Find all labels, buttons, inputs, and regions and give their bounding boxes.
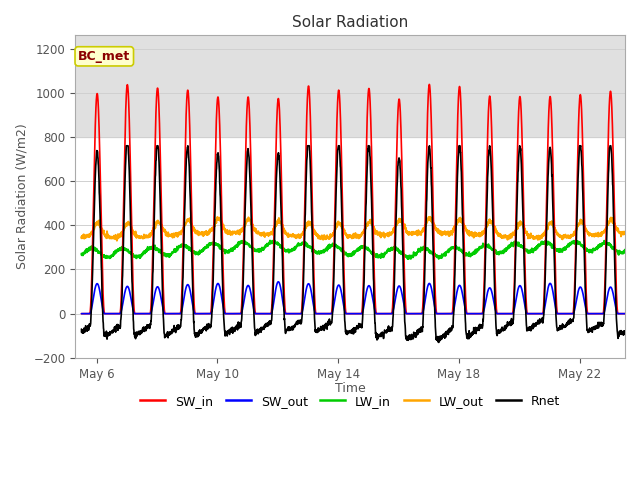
Y-axis label: Solar Radiation (W/m2): Solar Radiation (W/m2) xyxy=(15,124,28,269)
X-axis label: Time: Time xyxy=(335,382,365,395)
Bar xyxy=(76,36,625,137)
Title: Solar Radiation: Solar Radiation xyxy=(292,15,408,30)
Text: BC_met: BC_met xyxy=(78,50,131,63)
Legend: SW_in, SW_out, LW_in, LW_out, Rnet: SW_in, SW_out, LW_in, LW_out, Rnet xyxy=(135,390,565,413)
